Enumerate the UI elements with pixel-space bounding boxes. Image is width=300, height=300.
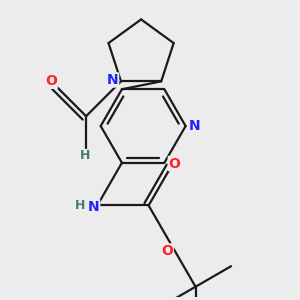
Text: N: N: [107, 73, 118, 87]
Text: N: N: [189, 119, 200, 133]
Text: N: N: [88, 200, 100, 214]
Text: O: O: [168, 157, 180, 170]
Text: O: O: [161, 244, 173, 258]
Text: H: H: [75, 199, 85, 212]
Text: H: H: [80, 149, 90, 162]
Text: O: O: [45, 74, 57, 88]
